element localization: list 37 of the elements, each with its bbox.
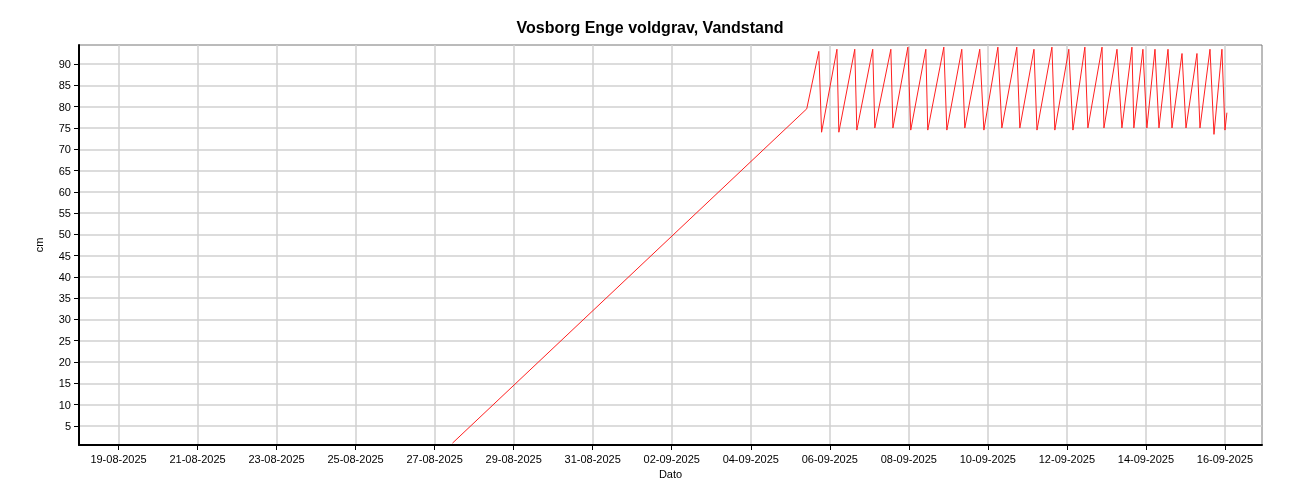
y-tick-label: 5 bbox=[64, 419, 71, 432]
y-tick-label: 10 bbox=[58, 398, 71, 411]
x-tick-label: 02-09-2025 bbox=[643, 452, 700, 465]
y-tick-label: 60 bbox=[58, 185, 71, 198]
x-axis-title: Dato bbox=[658, 468, 683, 481]
x-tick-label: 06-09-2025 bbox=[801, 452, 858, 465]
y-tick-label: 30 bbox=[58, 313, 71, 326]
x-tick-label: 04-09-2025 bbox=[722, 452, 779, 465]
y-tick-label: 45 bbox=[58, 249, 71, 262]
y-tick-label: 85 bbox=[58, 79, 71, 92]
y-tick-label: 50 bbox=[58, 228, 71, 241]
y-tick-label: 70 bbox=[58, 143, 71, 156]
x-tick-label: 08-09-2025 bbox=[880, 452, 937, 465]
x-tick-label: 14-09-2025 bbox=[1117, 452, 1175, 465]
y-tick-label: 25 bbox=[58, 334, 71, 347]
x-tick-label: 25-08-2025 bbox=[327, 452, 384, 465]
y-tick-label: 65 bbox=[58, 164, 71, 177]
x-tick-label: 29-08-2025 bbox=[485, 452, 542, 465]
x-tick-label: 19-08-2025 bbox=[90, 452, 147, 465]
line-series bbox=[452, 46, 1228, 444]
x-tick-label: 16-09-2025 bbox=[1196, 452, 1254, 465]
x-tick-label: 12-09-2025 bbox=[1038, 452, 1096, 465]
x-tick-label: 10-09-2025 bbox=[959, 452, 1016, 465]
y-axis-title: cm bbox=[32, 237, 45, 253]
y-tick-label: 35 bbox=[58, 292, 71, 305]
chart-title: Vosborg Enge voldgrav, Vandstand bbox=[516, 18, 784, 36]
y-tick-label: 40 bbox=[58, 270, 71, 283]
y-tick-label: 15 bbox=[58, 377, 71, 390]
y-tick-label: 55 bbox=[58, 207, 71, 220]
x-tick-label: 23-08-2025 bbox=[248, 452, 305, 465]
y-tick-label: 80 bbox=[58, 100, 71, 113]
y-tick-label: 75 bbox=[58, 121, 71, 134]
x-tick-label: 31-08-2025 bbox=[564, 452, 621, 465]
y-tick-label: 20 bbox=[58, 356, 71, 369]
y-tick-label: 90 bbox=[58, 58, 71, 71]
x-tick-label: 21-08-2025 bbox=[169, 452, 226, 465]
x-tick-label: 27-08-2025 bbox=[406, 452, 463, 465]
